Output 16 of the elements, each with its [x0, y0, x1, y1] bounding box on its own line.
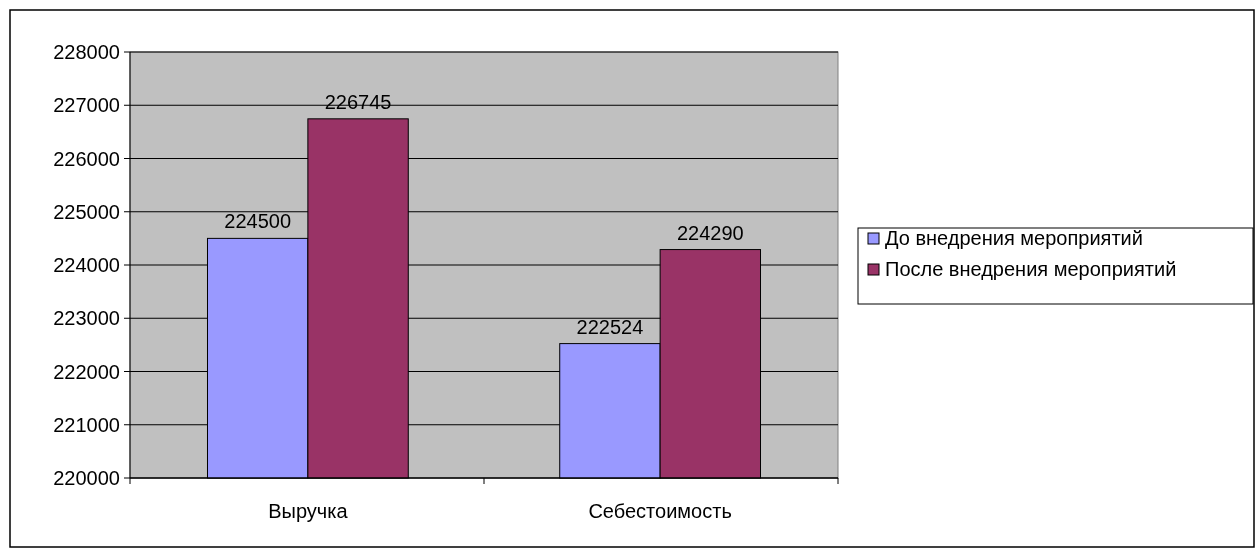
y-tick-label: 226000: [53, 147, 120, 170]
legend-label: После внедрения мероприятий: [885, 258, 1177, 280]
y-tick-label: 225000: [53, 200, 120, 223]
x-tick-label: Выручка: [268, 500, 349, 522]
y-tick-label: 227000: [53, 94, 120, 117]
data-label: 224500: [224, 210, 292, 233]
data-label: 224290: [676, 221, 744, 244]
y-tick-label: 224000: [53, 254, 120, 276]
data-label: 222524: [576, 315, 644, 338]
y-tick-label: 221000: [53, 413, 120, 436]
y-tick-label: 228000: [53, 41, 120, 63]
y-tick-label: 220000: [53, 467, 120, 489]
x-tick-label: Себестоимость: [588, 500, 732, 522]
y-tick-label: 222000: [53, 360, 120, 383]
legend-label: До внедрения мероприятий: [885, 227, 1143, 249]
y-tick-label: 223000: [53, 307, 120, 330]
